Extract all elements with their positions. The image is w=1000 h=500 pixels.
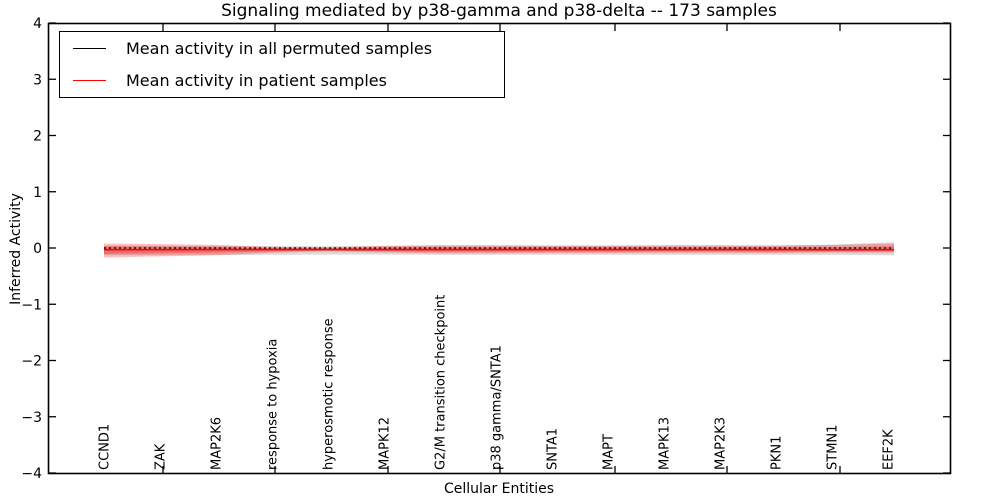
y-tick-label: 4 — [33, 16, 42, 32]
legend-label-patient: Mean activity in patient samples — [126, 70, 387, 90]
legend-label-permuted: Mean activity in all permuted samples — [126, 39, 433, 59]
x-category-label: MAPK13 — [658, 417, 673, 470]
x-category-label: p38 gamma/SNTA1 — [490, 345, 505, 470]
patient-band-outer — [104, 243, 894, 258]
y-tick-label: −2 — [21, 354, 42, 370]
x-category-label: ZAK — [154, 443, 169, 470]
x-category-label: SNTA1 — [546, 428, 561, 470]
y-tick-label: 0 — [33, 241, 42, 257]
y-axis-label: Inferred Activity — [8, 193, 24, 305]
x-category-label: MAP2K6 — [210, 417, 225, 470]
x-category-label: STMN1 — [826, 425, 841, 470]
y-tick-label: −4 — [21, 466, 42, 482]
legend-entry-patient: Mean activity in patient samples — [60, 65, 504, 95]
x-category-label: MAP2K3 — [714, 417, 729, 470]
x-category-label: EEF2K — [882, 429, 897, 470]
legend-entry-permuted: Mean activity in all permuted samples — [60, 34, 504, 64]
y-tick-label: −3 — [21, 410, 42, 426]
x-tick-labels: CCND1 ZAK MAP2K6 response to hypoxia hyperos… — [98, 295, 897, 470]
x-category-label: MAPK12 — [378, 417, 393, 470]
y-tick-label: 1 — [33, 185, 42, 201]
x-axis-label: Cellular Entities — [443, 481, 555, 497]
axes-frame — [47, 22, 952, 475]
legend-line-sample-patient — [73, 79, 106, 81]
x-category-label: G2/M transition checkpoint — [434, 295, 449, 470]
x-category-label: hyperosmotic response — [322, 318, 337, 470]
y-tick-labels: 4 3 2 1 0 −1 −2 −3 −4 — [21, 16, 42, 482]
chart-title: Signaling mediated by p38-gamma and p38-… — [221, 1, 777, 21]
x-category-label: response to hypoxia — [266, 339, 281, 470]
legend: Mean activity in all permuted samples Me… — [59, 31, 505, 98]
mean-lines — [104, 247, 894, 251]
y-tick-label: −1 — [21, 297, 42, 313]
y-tick-label: 3 — [33, 72, 42, 88]
x-category-label: PKN1 — [770, 436, 785, 470]
axis-ticks — [49, 22, 950, 474]
x-category-label: CCND1 — [98, 424, 113, 470]
legend-line-sample-permuted — [73, 48, 106, 50]
y-tick-label: 2 — [33, 129, 42, 145]
x-category-label: MAPT — [602, 434, 617, 470]
